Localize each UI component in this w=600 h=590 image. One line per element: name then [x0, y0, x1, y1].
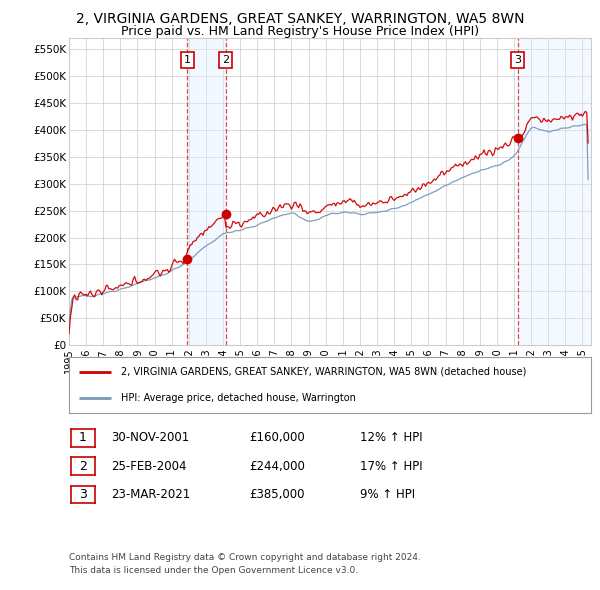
Text: 23-MAR-2021: 23-MAR-2021 [111, 488, 190, 501]
Text: 1: 1 [184, 55, 191, 65]
Text: HPI: Average price, detached house, Warrington: HPI: Average price, detached house, Warr… [121, 394, 356, 404]
Bar [518, 38, 591, 345]
Text: 25-FEB-2004: 25-FEB-2004 [111, 460, 187, 473]
Text: 2: 2 [222, 55, 229, 65]
Text: Contains HM Land Registry data © Crown copyright and database right 2024.: Contains HM Land Registry data © Crown c… [69, 553, 421, 562]
Text: 30-NOV-2001: 30-NOV-2001 [111, 431, 189, 444]
Bar [187, 38, 226, 345]
Text: £385,000: £385,000 [249, 488, 305, 501]
Text: 12% ↑ HPI: 12% ↑ HPI [360, 431, 422, 444]
Text: 2, VIRGINIA GARDENS, GREAT SANKEY, WARRINGTON, WA5 8WN (detached house): 2, VIRGINIA GARDENS, GREAT SANKEY, WARRI… [121, 366, 527, 376]
Text: 3: 3 [79, 488, 87, 501]
Text: 3: 3 [514, 55, 521, 65]
Text: £160,000: £160,000 [249, 431, 305, 444]
Text: 1: 1 [79, 431, 87, 444]
Text: This data is licensed under the Open Government Licence v3.0.: This data is licensed under the Open Gov… [69, 566, 358, 575]
Text: 17% ↑ HPI: 17% ↑ HPI [360, 460, 422, 473]
Text: Price paid vs. HM Land Registry's House Price Index (HPI): Price paid vs. HM Land Registry's House … [121, 25, 479, 38]
Text: 2, VIRGINIA GARDENS, GREAT SANKEY, WARRINGTON, WA5 8WN: 2, VIRGINIA GARDENS, GREAT SANKEY, WARRI… [76, 12, 524, 26]
Text: 9% ↑ HPI: 9% ↑ HPI [360, 488, 415, 501]
Text: £244,000: £244,000 [249, 460, 305, 473]
Text: 2: 2 [79, 460, 87, 473]
